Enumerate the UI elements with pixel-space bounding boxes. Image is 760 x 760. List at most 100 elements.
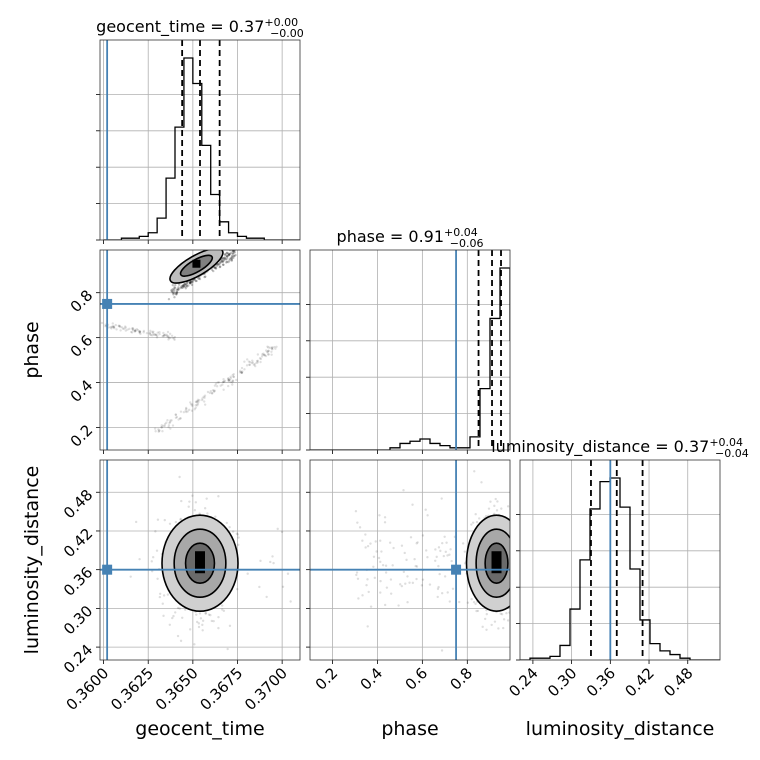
y-tick-label: 0.2 xyxy=(67,421,97,451)
scatter-point xyxy=(191,281,194,284)
scatter-point xyxy=(191,280,194,283)
scatter-point xyxy=(204,275,207,278)
scatter-point xyxy=(226,377,230,380)
scatter-point xyxy=(223,379,227,383)
scatter-point xyxy=(415,565,419,568)
scatter-point xyxy=(203,394,207,397)
scatter-point xyxy=(180,284,184,288)
scatter-point xyxy=(426,556,429,559)
scatter-point xyxy=(201,623,204,627)
contour-mid xyxy=(475,528,510,599)
scatter-point xyxy=(174,413,178,417)
x-tick-label: 0.42 xyxy=(622,664,658,700)
scatter-point xyxy=(162,614,165,618)
scatter-point xyxy=(138,330,141,333)
scatter-point xyxy=(406,575,409,578)
scatter-point xyxy=(198,276,201,279)
scatter-point xyxy=(487,507,491,510)
scatter-point xyxy=(252,363,256,366)
scatter-point xyxy=(511,562,513,564)
scatter-point xyxy=(148,331,152,334)
scatter-point xyxy=(153,427,157,430)
panel-content xyxy=(520,460,720,660)
scatter-point xyxy=(275,345,278,349)
scatter-point xyxy=(113,326,116,330)
scatter-point xyxy=(176,606,180,610)
scatter-point xyxy=(441,541,444,545)
scatter-point xyxy=(179,517,183,521)
scatter-point xyxy=(511,533,513,535)
x-tick-label: 0.4 xyxy=(357,664,387,694)
scatter-point xyxy=(173,338,176,341)
scatter-point xyxy=(167,297,171,301)
truth-marker xyxy=(102,298,113,309)
histogram-luminosity_distance xyxy=(520,477,720,660)
scatter-point xyxy=(463,550,467,553)
scatter-point xyxy=(240,371,243,374)
scatter-point xyxy=(258,585,261,589)
scatter-point xyxy=(195,401,199,404)
scatter-point xyxy=(240,371,244,375)
scatter-point xyxy=(174,611,177,614)
scatter-point xyxy=(157,430,160,433)
scatter-point xyxy=(496,500,499,503)
scatter-point xyxy=(210,619,213,623)
scatter-point xyxy=(184,406,188,410)
scatter-point xyxy=(188,280,191,284)
scatter-point xyxy=(157,428,160,431)
x-tick-label: 0.24 xyxy=(505,664,541,700)
scatter-point xyxy=(171,291,175,295)
scatter-point xyxy=(493,512,496,515)
scatter-point xyxy=(267,346,270,349)
scatter-point xyxy=(213,266,217,270)
scatter-point xyxy=(437,585,440,589)
y-tick-label: 0.48 xyxy=(60,486,96,522)
panel-content xyxy=(310,250,510,450)
scatter-point xyxy=(130,331,134,334)
scatter-point xyxy=(199,617,203,620)
scatter-point xyxy=(168,421,171,425)
scatter-point xyxy=(175,288,179,291)
scatter-point xyxy=(162,334,165,338)
scatter-point xyxy=(217,381,221,384)
scatter-point xyxy=(158,332,161,336)
scatter-point xyxy=(182,284,185,288)
scatter-point xyxy=(230,254,234,257)
scatter-point xyxy=(203,403,207,406)
scatter-point xyxy=(210,391,214,395)
scatter-point xyxy=(475,609,478,613)
scatter-point xyxy=(168,332,172,335)
scatter-point xyxy=(227,252,230,255)
scatter-point xyxy=(197,277,200,281)
scatter-point xyxy=(514,580,516,582)
scatter-point xyxy=(373,576,377,580)
scatter-point xyxy=(138,330,142,334)
scatter-point xyxy=(227,253,231,256)
scatter-point xyxy=(175,292,178,296)
scatter-point xyxy=(110,325,113,329)
x-tick-label: 0.6 xyxy=(402,664,432,694)
scatter-point xyxy=(438,572,441,576)
scatter-point xyxy=(110,327,113,330)
scatter-point xyxy=(206,512,209,515)
scatter-point xyxy=(497,627,500,630)
scatter-point xyxy=(212,389,216,392)
scatter-point xyxy=(510,528,512,530)
scatter-point xyxy=(219,265,222,268)
scatter-point xyxy=(167,338,170,341)
scatter-point xyxy=(511,560,513,562)
scatter-point xyxy=(187,408,191,412)
scatter-point xyxy=(514,552,516,554)
scatter-point xyxy=(163,334,166,337)
scatter-point xyxy=(119,329,122,332)
scatter-point xyxy=(231,383,234,386)
scatter-point xyxy=(437,564,440,568)
scatter-point xyxy=(179,416,182,420)
density-peak xyxy=(192,259,201,268)
scatter-point xyxy=(188,628,192,631)
scatter-point xyxy=(272,561,275,565)
scatter-point xyxy=(232,375,235,378)
scatter-point xyxy=(262,353,265,357)
scatter-point xyxy=(515,536,517,538)
scatter-point xyxy=(231,381,234,384)
